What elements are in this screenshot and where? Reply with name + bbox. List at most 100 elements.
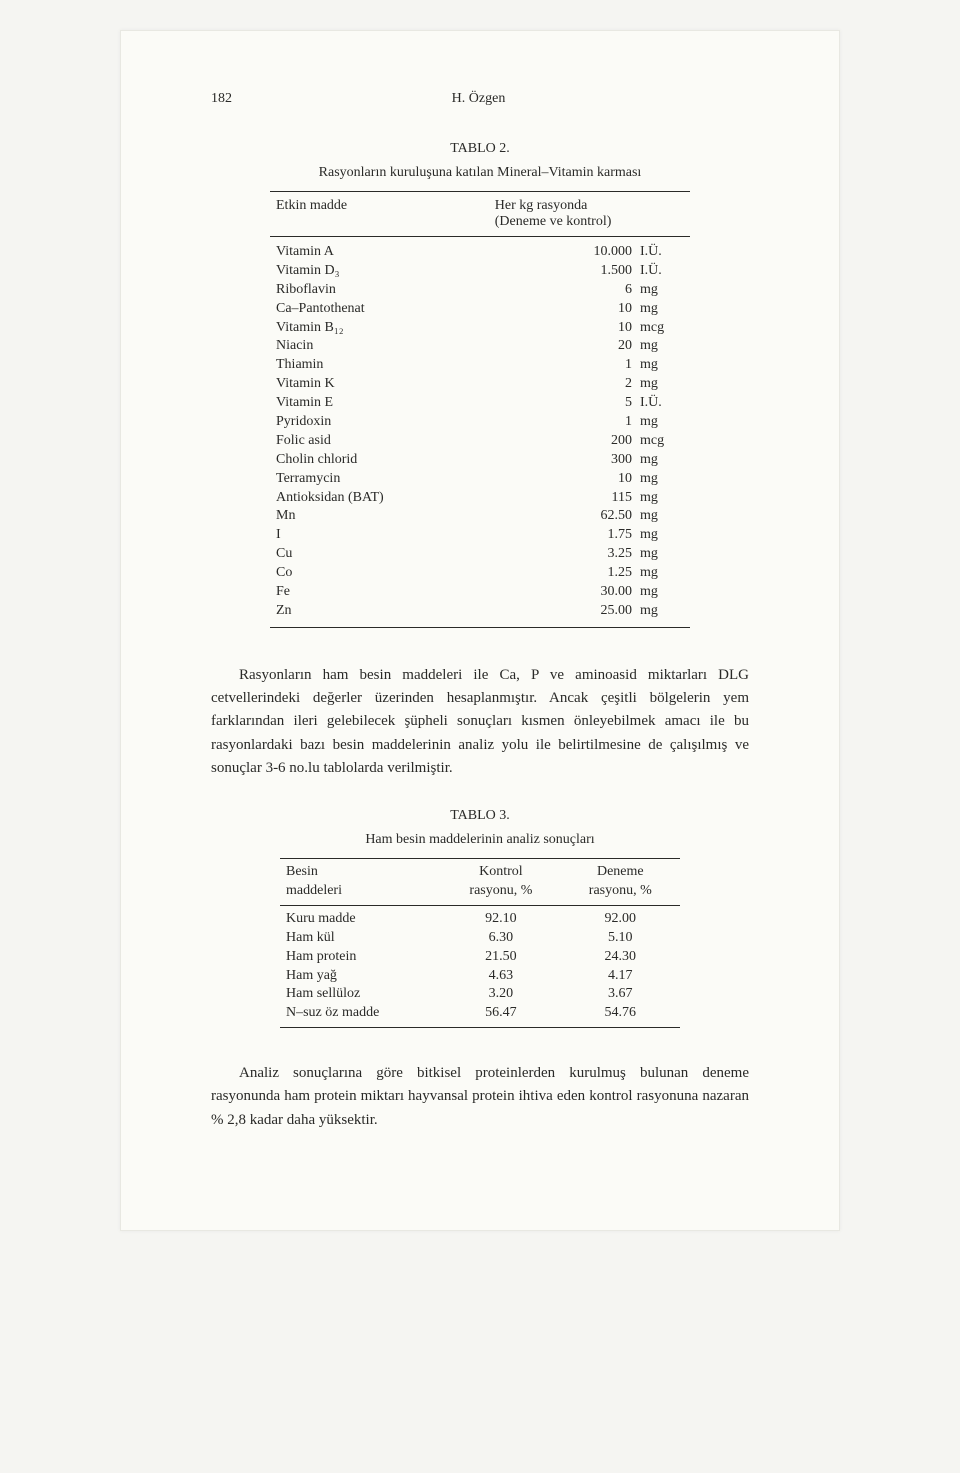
table3-cell-kontrol: 4.63: [441, 967, 560, 986]
table2-cell-name: Vitamin E: [270, 394, 562, 413]
table-row: Fe30.00mg: [270, 583, 690, 602]
table-row: Co1.25mg: [270, 564, 690, 583]
author-name: H. Özgen: [232, 91, 725, 107]
table-row: Ca–Pantothenat10mg: [270, 300, 690, 319]
table2-cell-unit: mg: [640, 356, 690, 375]
table-row: Vitamin B₁₂10mcg: [270, 319, 690, 338]
table-row: Zn25.00mg: [270, 602, 690, 621]
table-row: Riboflavin6mg: [270, 281, 690, 300]
table2-cell-name: Thiamin: [270, 356, 562, 375]
table3-cell-kontrol: 6.30: [441, 929, 560, 948]
table2-cell-name: Vitamin D₃: [270, 262, 562, 281]
table3-cell-deneme: 54.76: [561, 1004, 680, 1023]
table2-cell-name: Terramycin: [270, 470, 562, 489]
table3-cell-name: Ham sellüloz: [280, 985, 441, 1004]
table2-cell-unit: mg: [640, 375, 690, 394]
table2-caption: TABLO 2.: [211, 141, 749, 157]
table2-cell-value: 10: [562, 470, 640, 489]
table3-cell-name: Ham protein: [280, 948, 441, 967]
table2-cell-value: 10: [562, 319, 640, 338]
table2-cell-name: Vitamin A: [270, 243, 562, 262]
table2-cell-name: Cu: [270, 545, 562, 564]
table2-cell-value: 10.000: [562, 243, 640, 262]
table2-cell-name: I: [270, 526, 562, 545]
table3-cell-deneme: 92.00: [561, 910, 680, 929]
table2-header-left: Etkin madde: [270, 198, 491, 230]
table2-cell-name: Cholin chlorid: [270, 451, 562, 470]
table2-cell-value: 1.25: [562, 564, 640, 583]
table-row: N–suz öz madde56.4754.76: [280, 1004, 680, 1023]
table2-header-right: Her kg rasyonda (Deneme ve kontrol): [491, 198, 690, 230]
table3-header-2: Kontrol rasyonu, %: [441, 863, 560, 901]
table3-cell-deneme: 24.30: [561, 948, 680, 967]
table2-cell-unit: mg: [640, 281, 690, 300]
table2-cell-name: Antioksidan (BAT): [270, 489, 562, 508]
table2-cell-value: 5: [562, 394, 640, 413]
table2-cell-name: Vitamin B₁₂: [270, 319, 562, 338]
table2-cell-value: 1.500: [562, 262, 640, 281]
table2-cell-value: 1: [562, 413, 640, 432]
table2-cell-value: 25.00: [562, 602, 640, 621]
table3-cell-deneme: 3.67: [561, 985, 680, 1004]
table2-cell-value: 62.50: [562, 507, 640, 526]
table-row: Antioksidan (BAT)115mg: [270, 489, 690, 508]
page-header: 182 H. Özgen: [211, 91, 749, 107]
table2-body: Vitamin A10.000I.Ü.Vitamin D₃1.500I.Ü.Ri…: [270, 237, 690, 627]
table2-cell-unit: mg: [640, 337, 690, 356]
table2-cell-unit: mg: [640, 583, 690, 602]
table2-cell-value: 200: [562, 432, 640, 451]
table2-cell-value: 3.25: [562, 545, 640, 564]
table3: Besin maddeleri Kontrol rasyonu, % Denem…: [280, 858, 680, 1028]
table-row: Mn62.50mg: [270, 507, 690, 526]
table2-cell-unit: mg: [640, 602, 690, 621]
table2-subtitle: Rasyonların kuruluşuna katılan Mineral–V…: [211, 165, 749, 181]
table-row: Ham sellüloz3.203.67: [280, 985, 680, 1004]
table3-cell-deneme: 4.17: [561, 967, 680, 986]
table2-cell-value: 115: [562, 489, 640, 508]
table2-cell-value: 30.00: [562, 583, 640, 602]
table-row: Ham kül6.305.10: [280, 929, 680, 948]
table-row: Vitamin A10.000I.Ü.: [270, 243, 690, 262]
table2-cell-unit: mg: [640, 507, 690, 526]
table2-cell-unit: I.Ü.: [640, 262, 690, 281]
table-row: Vitamin D₃1.500I.Ü.: [270, 262, 690, 281]
table3-cell-kontrol: 56.47: [441, 1004, 560, 1023]
table3-cell-kontrol: 92.10: [441, 910, 560, 929]
table2-cell-unit: mg: [640, 300, 690, 319]
table3-caption: TABLO 3.: [211, 808, 749, 824]
table-row: Thiamin1mg: [270, 356, 690, 375]
table2-cell-unit: mg: [640, 489, 690, 508]
table2-cell-value: 10: [562, 300, 640, 319]
table-row: Terramycin10mg: [270, 470, 690, 489]
table2-cell-value: 20: [562, 337, 640, 356]
table2: Etkin madde Her kg rasyonda (Deneme ve k…: [270, 191, 690, 628]
table3-subtitle: Ham besin maddelerinin analiz sonuçları: [211, 832, 749, 848]
table2-cell-name: Riboflavin: [270, 281, 562, 300]
table-row: Cu3.25mg: [270, 545, 690, 564]
table2-cell-unit: mcg: [640, 319, 690, 338]
table2-cell-unit: mg: [640, 470, 690, 489]
paragraph-2: Analiz sonuçlarına göre bitkisel protein…: [211, 1062, 749, 1132]
table2-cell-unit: mg: [640, 413, 690, 432]
table2-cell-unit: I.Ü.: [640, 243, 690, 262]
table2-cell-name: Co: [270, 564, 562, 583]
table3-cell-name: Ham kül: [280, 929, 441, 948]
table2-cell-name: Zn: [270, 602, 562, 621]
table2-cell-value: 6: [562, 281, 640, 300]
table3-cell-deneme: 5.10: [561, 929, 680, 948]
paragraph-1: Rasyonların ham besin maddeleri ile Ca, …: [211, 664, 749, 780]
table-row: Ham yağ4.634.17: [280, 967, 680, 986]
table2-cell-name: Folic asid: [270, 432, 562, 451]
table-row: Pyridoxin1mg: [270, 413, 690, 432]
table2-cell-unit: mg: [640, 451, 690, 470]
table2-cell-unit: I.Ü.: [640, 394, 690, 413]
table3-cell-kontrol: 21.50: [441, 948, 560, 967]
table3-header: Besin maddeleri Kontrol rasyonu, % Denem…: [280, 859, 680, 906]
table-row: I1.75mg: [270, 526, 690, 545]
table2-cell-value: 1: [562, 356, 640, 375]
table3-header-1: Besin maddeleri: [280, 863, 441, 901]
table2-header: Etkin madde Her kg rasyonda (Deneme ve k…: [270, 192, 690, 237]
table2-cell-name: Pyridoxin: [270, 413, 562, 432]
table2-cell-unit: mg: [640, 564, 690, 583]
page: 182 H. Özgen TABLO 2. Rasyonların kurulu…: [120, 30, 840, 1231]
